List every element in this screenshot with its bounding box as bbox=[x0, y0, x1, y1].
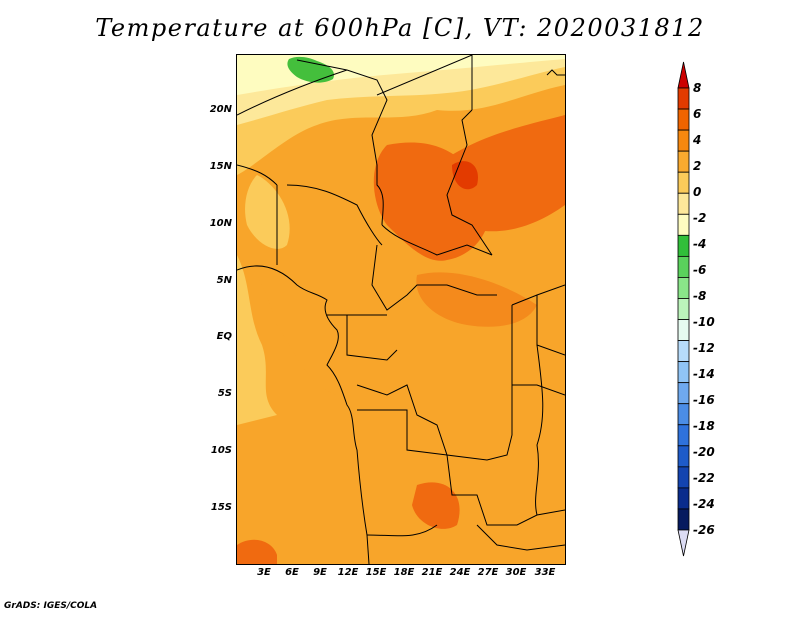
field-ocean-0to2 bbox=[237, 255, 277, 425]
lat-label-10s: 10S bbox=[210, 445, 232, 456]
lat-label-15s: 15S bbox=[210, 502, 232, 513]
colorbar-label-m24: -24 bbox=[693, 497, 715, 511]
lat-label-10n: 10N bbox=[209, 218, 232, 229]
colorbar-label-m10: -10 bbox=[693, 315, 715, 329]
lat-label-eq: EQ bbox=[216, 331, 232, 342]
field-green-patch bbox=[287, 56, 335, 83]
colorbar-swatch-bottom bbox=[677, 529, 690, 557]
colorbar-swatch-7 bbox=[677, 213, 690, 236]
colorbar-swatch-5 bbox=[677, 171, 690, 194]
colorbar-swatch-21 bbox=[677, 508, 690, 531]
colorbar-label-m18: -18 bbox=[693, 419, 715, 433]
colorbar-swatch-10 bbox=[677, 277, 690, 299]
lon-label-12e: 12E bbox=[337, 567, 359, 578]
colorbar-label-m12: -12 bbox=[693, 341, 715, 355]
colorbar-label-4: 4 bbox=[693, 133, 702, 147]
colorbar-label-m26: -26 bbox=[693, 523, 715, 537]
lat-label-5n: 5N bbox=[216, 275, 232, 286]
colorbar-label-8: 8 bbox=[693, 81, 702, 95]
colorbar-label-m2: -2 bbox=[693, 211, 707, 225]
colorbar-label-m22: -22 bbox=[693, 471, 715, 485]
temperature-map bbox=[236, 54, 566, 565]
grads-credit: GrADS: IGES/COLA bbox=[4, 601, 98, 611]
temperature-field bbox=[237, 55, 565, 564]
lon-label-27e: 27E bbox=[477, 567, 499, 578]
field-ocean-2to4 bbox=[237, 255, 337, 564]
colorbar-label-m16: -16 bbox=[693, 393, 715, 407]
colorbar-swatch-18 bbox=[677, 445, 690, 468]
colorbar-swatch-15 bbox=[677, 382, 690, 405]
country-borders bbox=[237, 55, 565, 564]
field-4to6-south bbox=[412, 482, 460, 529]
colorbar-swatch-8 bbox=[677, 234, 690, 257]
colorbar-swatch-1 bbox=[677, 87, 690, 110]
colorbar-swatch-4 bbox=[677, 150, 690, 173]
lon-label-18e: 18E bbox=[393, 567, 415, 578]
colorbar-swatch-3 bbox=[677, 129, 690, 152]
field-6to8-core bbox=[452, 161, 478, 190]
chart-title: Temperature at 600hPa [C], VT: 202003181… bbox=[95, 14, 705, 42]
colorbar-swatches bbox=[677, 61, 690, 557]
field-0to2-westafrica bbox=[245, 175, 290, 249]
lon-label-33e: 33E bbox=[534, 567, 556, 578]
lon-label-15e: 15E bbox=[365, 567, 387, 578]
colorbar-label-m20: -20 bbox=[693, 445, 715, 459]
lat-label-15n: 15N bbox=[209, 161, 232, 172]
colorbar-label-m4: -4 bbox=[693, 237, 707, 251]
colorbar-label-m14: -14 bbox=[693, 367, 715, 381]
colorbar-swatch-13 bbox=[677, 340, 690, 363]
colorbar-swatch-17 bbox=[677, 424, 690, 447]
colorbar bbox=[677, 61, 690, 557]
colorbar-swatch-16 bbox=[677, 403, 690, 426]
colorbar-label-6: 6 bbox=[693, 107, 702, 121]
lon-label-3e: 3E bbox=[257, 567, 271, 578]
colorbar-swatch-top bbox=[677, 61, 690, 89]
colorbar-label-0: 0 bbox=[693, 185, 702, 199]
lat-label-5s: 5S bbox=[217, 388, 232, 399]
colorbar-label-m6: -6 bbox=[693, 263, 707, 277]
lon-label-6e: 6E bbox=[285, 567, 299, 578]
field-4to6-congo bbox=[416, 272, 537, 327]
colorbar-swatch-6 bbox=[677, 192, 690, 215]
colorbar-swatch-20 bbox=[677, 487, 690, 510]
field-4to6-northeast bbox=[437, 115, 565, 232]
colorbar-swatch-11 bbox=[677, 298, 690, 320]
colorbar-swatch-2 bbox=[677, 108, 690, 131]
field-4to6-southwest bbox=[237, 539, 277, 564]
colorbar-swatch-19 bbox=[677, 466, 690, 489]
colorbar-swatch-9 bbox=[677, 255, 690, 278]
lon-label-9e: 9E bbox=[313, 567, 327, 578]
colorbar-swatch-14 bbox=[677, 361, 690, 384]
lon-label-24e: 24E bbox=[449, 567, 471, 578]
colorbar-swatch-12 bbox=[677, 319, 690, 341]
colorbar-label-m8: -8 bbox=[693, 289, 707, 303]
lon-label-21e: 21E bbox=[421, 567, 443, 578]
lat-label-20n: 20N bbox=[209, 104, 232, 115]
lon-label-30e: 30E bbox=[505, 567, 527, 578]
colorbar-label-2: 2 bbox=[693, 159, 702, 173]
